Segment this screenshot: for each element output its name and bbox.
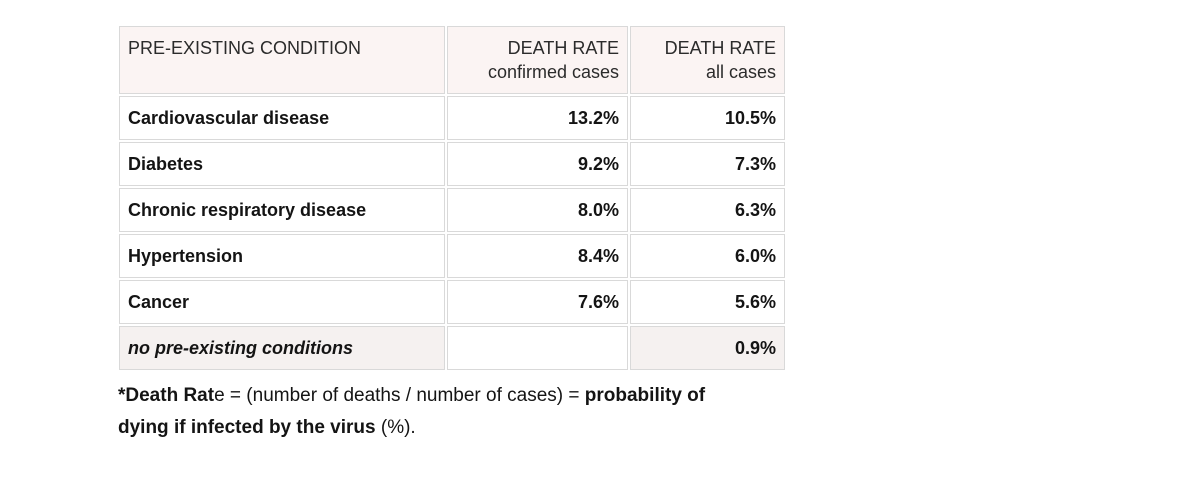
header-condition: PRE-EXISTING CONDITION — [119, 26, 445, 94]
confirmed-rate-cell: 9.2% — [447, 142, 628, 186]
header-death-rate-confirmed: DEATH RATE confirmed cases — [447, 26, 628, 94]
table-body: Cardiovascular disease 13.2% 10.5% Diabe… — [119, 96, 785, 370]
condition-cell: Cardiovascular disease — [119, 96, 445, 140]
death-rate-footnote: *Death Rate = (number of deaths / number… — [118, 380, 798, 444]
footnote-emphasis-end: dying if infected by the virus — [118, 417, 376, 438]
table-row: Hypertension 8.4% 6.0% — [119, 234, 785, 278]
table-row: Diabetes 9.2% 7.3% — [119, 142, 785, 186]
confirmed-rate-cell: 8.0% — [447, 188, 628, 232]
condition-cell: Chronic respiratory disease — [119, 188, 445, 232]
header-death-rate-all-subtitle: all cases — [705, 62, 776, 82]
condition-cell: Hypertension — [119, 234, 445, 278]
footnote-emphasis-start: probability of — [584, 385, 706, 406]
table-header: PRE-EXISTING CONDITION DEATH RATE confir… — [119, 26, 785, 94]
table-row: Chronic respiratory disease 8.0% 6.3% — [119, 188, 785, 232]
header-death-rate-all: DEATH RATE all cases — [630, 26, 785, 94]
header-death-rate-confirmed-subtitle: confirmed cases — [487, 62, 619, 82]
footnote-line-2: dying if infected by the virus (%). — [118, 412, 798, 444]
confirmed-rate-cell-empty — [447, 326, 628, 370]
table-row: Cardiovascular disease 13.2% 10.5% — [119, 96, 785, 140]
confirmed-rate-cell: 7.6% — [447, 280, 628, 324]
footnote-term: *Death Rat — [118, 385, 215, 406]
footnote-line-1: *Death Rate = (number of deaths / number… — [118, 380, 798, 412]
header-death-rate-all-title: DEATH RATE — [664, 38, 776, 58]
all-rate-cell: 7.3% — [630, 142, 785, 186]
all-rate-cell: 5.6% — [630, 280, 785, 324]
condition-cell: no pre-existing conditions — [119, 326, 445, 370]
all-rate-cell: 6.3% — [630, 188, 785, 232]
header-row: PRE-EXISTING CONDITION DEATH RATE confir… — [119, 26, 785, 94]
footnote-definition: e = (number of deaths / number of cases)… — [214, 385, 585, 406]
condition-cell: Cancer — [119, 280, 445, 324]
confirmed-rate-cell: 8.4% — [447, 234, 628, 278]
table-row: Cancer 7.6% 5.6% — [119, 280, 785, 324]
header-death-rate-confirmed-title: DEATH RATE — [507, 38, 619, 58]
confirmed-rate-cell: 13.2% — [447, 96, 628, 140]
footnote-unit: (%). — [375, 417, 416, 438]
all-rate-cell: 0.9% — [630, 326, 785, 370]
all-rate-cell: 10.5% — [630, 96, 785, 140]
death-rate-table: PRE-EXISTING CONDITION DEATH RATE confir… — [117, 24, 787, 372]
condition-cell: Diabetes — [119, 142, 445, 186]
table-row-no-conditions: no pre-existing conditions 0.9% — [119, 326, 785, 370]
all-rate-cell: 6.0% — [630, 234, 785, 278]
